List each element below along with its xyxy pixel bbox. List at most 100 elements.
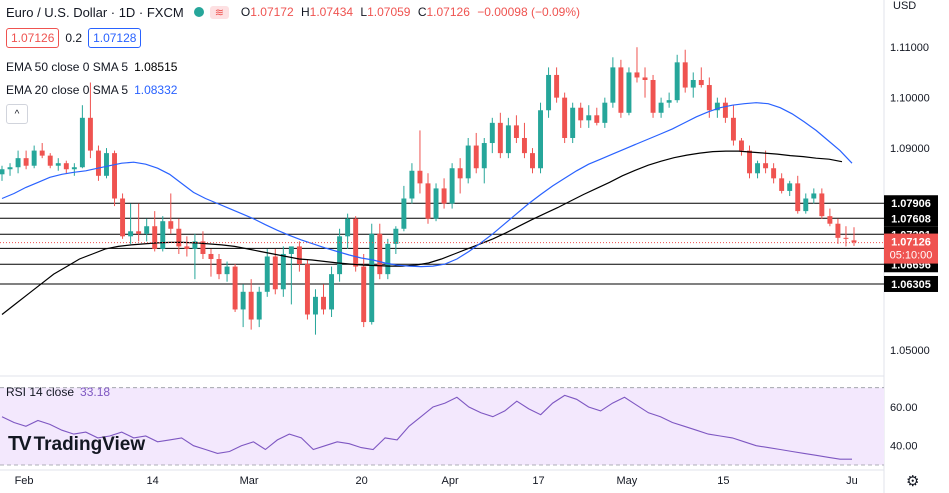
candle-body (650, 79, 656, 113)
level-label-bg (884, 210, 938, 227)
candle-body (819, 193, 825, 217)
candle-body (554, 74, 560, 98)
rsi-legend[interactable]: RSI 14 close 33.18 (6, 385, 110, 399)
ema20-line (1, 102, 853, 268)
ema50-line (1, 150, 843, 315)
candle-body (321, 296, 326, 310)
watermark-text: TradingView (33, 433, 146, 455)
candle-body (240, 291, 246, 310)
y-tick-label: 1.10000 (890, 93, 930, 105)
candle-body (787, 183, 793, 191)
tradingview-logo-icon: TV (8, 433, 32, 455)
y-tick-label: 1.05000 (890, 345, 930, 357)
candle-body (538, 110, 543, 169)
candle-body (433, 188, 439, 219)
candle-body (706, 85, 712, 111)
candle-body (63, 163, 69, 170)
spread-value: 0.2 (65, 31, 83, 45)
candle-body (497, 122, 503, 154)
candle-body (393, 228, 399, 244)
buy-button[interactable]: 1.07128 (88, 28, 142, 48)
ema50-legend[interactable]: EMA 50 close 0 SMA 5 1.08515 (6, 60, 177, 74)
candle-body (674, 62, 680, 101)
candle-body (843, 237, 849, 239)
candle-body (95, 150, 101, 176)
x-tick-label: May (617, 475, 638, 487)
ema20-value: 1.08332 (134, 83, 178, 97)
candle-body (570, 107, 576, 138)
candle-body (779, 178, 785, 191)
candle-body (851, 240, 857, 243)
level-label-text: 1.07906 (891, 198, 931, 210)
x-tick-label: Feb (15, 475, 34, 487)
candle-body (200, 241, 206, 254)
candle-body (578, 107, 584, 121)
candle-body (112, 153, 117, 199)
collapse-legend-button[interactable]: ^ (6, 104, 28, 124)
candle-body (272, 256, 278, 290)
open-value: 1.07172 (250, 5, 294, 19)
level-price-label: 1.07906 (884, 195, 938, 212)
candle-body (71, 167, 77, 170)
level-price-label: 1.06305 (884, 275, 938, 292)
candle-body (425, 183, 431, 219)
sell-button[interactable]: 1.07126 (6, 28, 60, 48)
ema20-label: EMA 20 close 0 SMA 5 (6, 83, 129, 97)
candle-body (192, 241, 198, 249)
x-tick-label: 15 (717, 475, 729, 487)
candle-body (248, 291, 254, 320)
ema50-label: EMA 50 close 0 SMA 5 (6, 60, 129, 74)
candle-body (337, 236, 343, 275)
quote-panel: 1.07126 0.2 1.07128 (6, 28, 142, 48)
candle-body (401, 198, 407, 229)
candle-body (417, 170, 423, 184)
candle-body (698, 79, 704, 86)
x-tick-label: Mar (240, 475, 259, 487)
currency-label[interactable]: USD (893, 0, 917, 12)
candle-body (160, 221, 166, 249)
candle-body (39, 150, 45, 156)
ema20-legend[interactable]: EMA 20 close 0 SMA 5 1.08332 (6, 83, 177, 97)
candle-body (521, 137, 527, 154)
symbol-title[interactable]: Euro / U.S. Dollar · 1D · FXCM (6, 4, 184, 20)
candle-body (835, 223, 841, 238)
candle-body (755, 163, 761, 174)
candle-body (128, 231, 134, 237)
level-price-label: 1.07608 (884, 210, 938, 227)
candle-body (634, 72, 640, 78)
candle-body (666, 100, 672, 103)
candle-body (232, 266, 238, 310)
candle-body (642, 77, 648, 80)
rsi-value: 33.18 (80, 385, 111, 399)
candle-body (457, 168, 463, 179)
candle-body (304, 264, 310, 315)
candle-body (47, 155, 53, 166)
candle-body (136, 231, 142, 234)
candle-body (152, 226, 158, 249)
high-value: 1.07434 (309, 5, 354, 19)
candle-body (586, 115, 592, 121)
candle-body (264, 256, 270, 292)
market-status-icon (193, 7, 204, 17)
candle-body (104, 153, 109, 176)
level-label-bg (884, 275, 938, 292)
candle-body (361, 266, 367, 323)
candle-body (739, 140, 744, 151)
data-provider-icon[interactable]: ≋ (209, 5, 229, 19)
candle-body (690, 79, 696, 88)
candle-body (441, 188, 447, 204)
ema50-value: 1.08515 (134, 60, 178, 74)
candle-body (176, 228, 182, 247)
candle-body (280, 253, 286, 290)
tradingview-watermark: TV TradingView (8, 433, 145, 456)
last-price-label: 1.07126 (891, 237, 931, 249)
candle-body (714, 102, 720, 111)
candle-body (0, 169, 5, 175)
candle-body (803, 198, 809, 212)
candle-body (795, 183, 801, 212)
settings-gear-icon[interactable]: ⚙ (906, 473, 920, 490)
candle-body (610, 67, 616, 103)
candle-body (562, 97, 568, 138)
candle-body (465, 145, 471, 179)
